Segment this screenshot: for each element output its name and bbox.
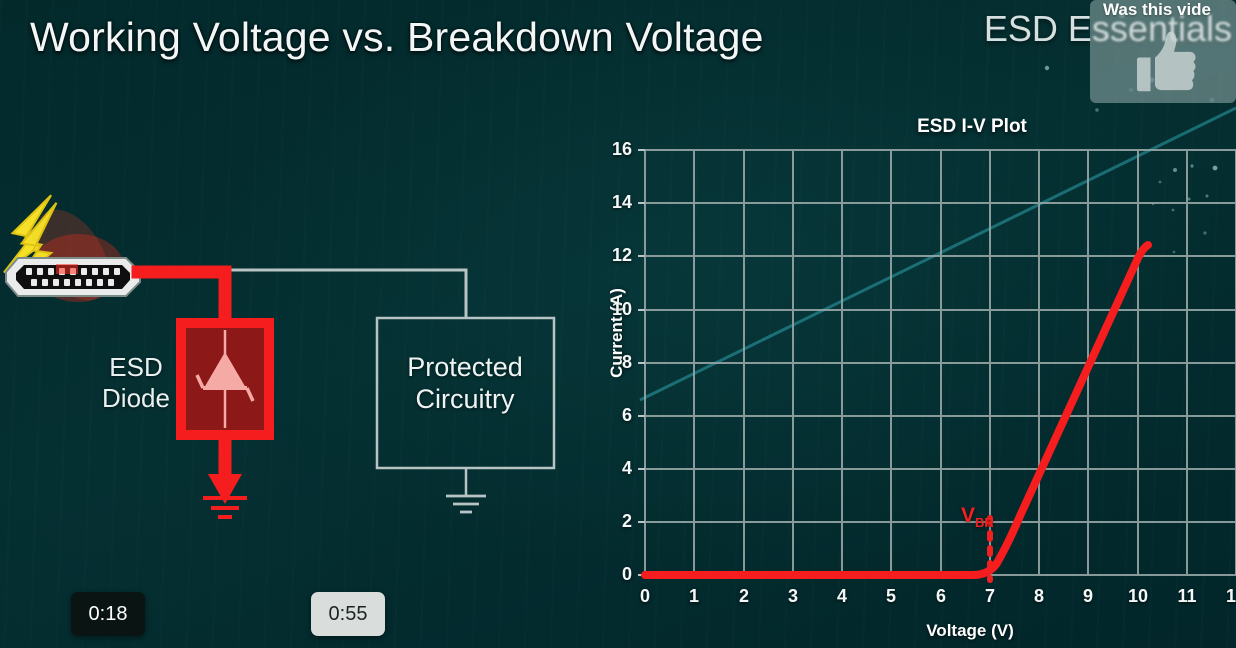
x-tick-8: 8 [1033, 586, 1044, 606]
protected-label-line1: Protected [407, 352, 523, 382]
feedback-overlay[interactable] [1090, 0, 1236, 103]
chart-tickmarks [638, 149, 645, 576]
x-axis-label: Voltage (V) [926, 621, 1014, 640]
x-tick-10: 10 [1127, 586, 1149, 606]
chart-gridlines [644, 149, 1236, 576]
y-tick-4: 4 [621, 458, 632, 478]
x-tick-4: 4 [836, 586, 847, 606]
esd-iv-chart: ESD I-V Plot Current (A) Voltage (V) [578, 108, 1236, 648]
y-tick-0: 0 [621, 564, 632, 584]
x-tick-7: 7 [984, 586, 995, 606]
esd-diode-label-line2: Diode [102, 382, 170, 413]
x-tick-12: 12 [1225, 586, 1236, 606]
chart-title: ESD I-V Plot [917, 116, 1027, 137]
signal-trace [140, 268, 468, 318]
x-tick-3: 3 [787, 586, 798, 606]
zener-diode-icon [195, 330, 255, 428]
x-tick-9: 9 [1082, 586, 1093, 606]
y-tick-6: 6 [621, 405, 632, 425]
esd-diode-label-line1: ESD [109, 352, 163, 382]
current-arrow-icon [208, 474, 242, 504]
feedback-prompt-label: Was this vide [1103, 0, 1212, 19]
vbr-annotation-main: V [961, 504, 976, 527]
y-tick-8: 8 [621, 352, 632, 372]
circuit-diagram [3, 194, 556, 519]
timestamp-chip-total[interactable]: 0:55 [311, 592, 385, 636]
y-tick-16: 16 [611, 139, 632, 159]
vbr-annotation: VBR [961, 504, 994, 530]
protected-label-line2: Circuitry [415, 384, 515, 415]
ground-symbol-icon [203, 496, 247, 519]
plot-area [638, 149, 1236, 583]
thumbs-up-icon[interactable] [1128, 26, 1200, 98]
x-tick-0: 0 [639, 586, 650, 606]
x-tick-11: 11 [1177, 586, 1197, 606]
y-tick-12: 12 [611, 245, 632, 265]
x-tick-6: 6 [935, 586, 946, 606]
y-tick-2: 2 [621, 511, 632, 531]
iv-curve [641, 241, 1152, 579]
protected-circuitry-label: Protected Circuitry [381, 351, 549, 416]
esd-current-trace [131, 265, 232, 325]
ground-symbol-icon-2 [446, 494, 486, 514]
x-tick-2: 2 [738, 586, 749, 606]
x-tick-5: 5 [885, 586, 896, 606]
hdmi-connector-icon [5, 257, 141, 297]
page-title: Working Voltage vs. Breakdown Voltage [30, 14, 764, 60]
x-tick-1: 1 [688, 586, 699, 606]
vbr-annotation-sub: BR [975, 515, 994, 531]
y-tick-14: 14 [611, 192, 632, 212]
y-tick-10: 10 [611, 299, 632, 319]
timestamp-chip-current[interactable]: 0:18 [71, 592, 145, 636]
esd-diode-label: ESD Diode [88, 352, 184, 413]
